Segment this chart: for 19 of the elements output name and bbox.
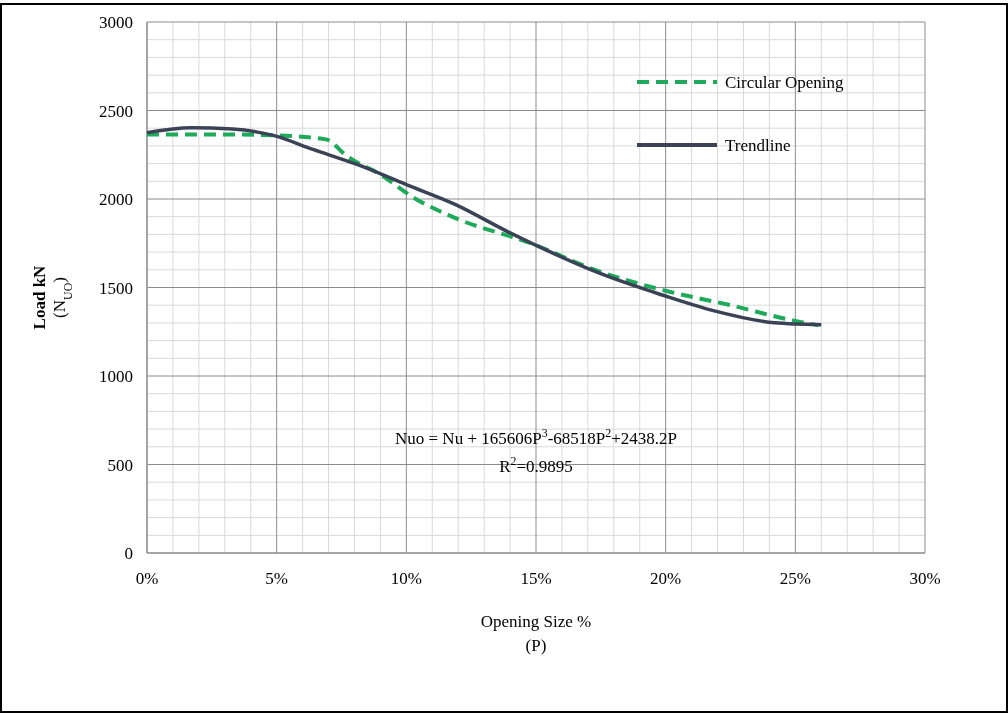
y-tick-label: 1500 xyxy=(99,278,133,298)
x-tick-label: 10% xyxy=(390,569,422,588)
x-tick-label: 5% xyxy=(265,569,288,588)
annotation: Nuo = Nu + 165606P$^{3}$-68518P$^{2}$+2438.2P xyxy=(394,426,678,448)
y-tick-label: 3000 xyxy=(99,13,133,32)
x-tick-label: 20% xyxy=(650,569,682,588)
y-tick-label: 500 xyxy=(107,455,133,475)
y-tick-label: 2500 xyxy=(99,101,133,121)
y-tick-label: 2000 xyxy=(99,190,133,209)
legend-label: Trendline xyxy=(725,136,791,155)
x-tick-label: 0% xyxy=(135,569,159,588)
x-tick-label: 25% xyxy=(779,569,811,588)
y-tick-label: 0 xyxy=(124,544,133,563)
y-tick-label: 1000 xyxy=(99,367,133,386)
x-axis-title: Opening Size % (P) xyxy=(480,612,592,655)
x-tick-label: 15% xyxy=(520,569,552,588)
x-tick-label: 30% xyxy=(909,569,941,588)
legend-label: Circular Opening xyxy=(725,73,844,92)
annotation: R$^{2}$=0.9895 xyxy=(499,454,573,476)
